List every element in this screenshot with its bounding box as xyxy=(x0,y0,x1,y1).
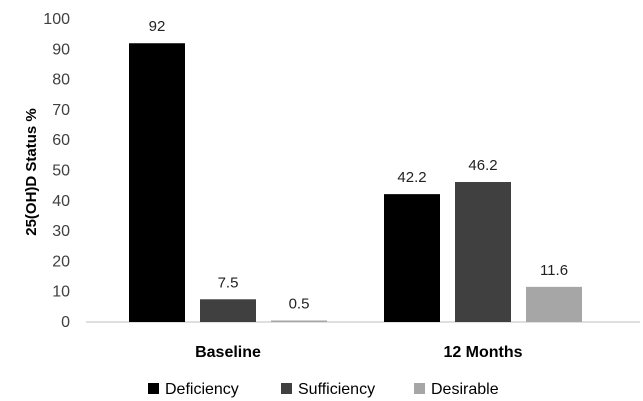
legend-label: Sufficiency xyxy=(298,381,375,398)
bar-deficiency-12-months xyxy=(384,194,440,322)
y-axis-label: 25(OH)D Status % xyxy=(23,108,40,236)
y-tick-label: 30 xyxy=(52,223,70,240)
legend-swatch xyxy=(281,383,292,394)
bar-deficiency-baseline xyxy=(129,43,185,323)
legend-item: Desirable xyxy=(414,381,499,398)
bars xyxy=(129,43,582,323)
category-labels: Baseline 12 Months xyxy=(195,344,523,361)
y-tick-label: 90 xyxy=(52,41,70,58)
y-tick-label: 80 xyxy=(52,72,70,89)
bar-desirable-baseline xyxy=(271,320,327,322)
y-tick-label: 60 xyxy=(52,132,70,149)
legend-label: Deficiency xyxy=(165,381,239,398)
legend-item: Deficiency xyxy=(148,381,239,398)
x-category-label: Baseline xyxy=(195,344,261,361)
legend-label: Desirable xyxy=(431,381,499,398)
y-tick-label: 0 xyxy=(61,314,70,331)
data-label: 46.2 xyxy=(468,157,497,174)
legend-swatch xyxy=(414,383,425,394)
x-category-label: 12 Months xyxy=(443,344,522,361)
data-labels: 92 7.5 0.5 42.2 46.2 11.6 xyxy=(149,18,568,312)
legend-item: Sufficiency xyxy=(281,381,375,398)
y-axis: 0 10 20 30 40 50 60 70 80 90 100 xyxy=(43,11,70,331)
bar-desirable-12-months xyxy=(526,286,582,322)
y-tick-label: 40 xyxy=(52,193,70,210)
data-label: 42.2 xyxy=(397,169,426,186)
y-tick-label: 50 xyxy=(52,163,70,180)
legend: Deficiency Sufficiency Desirable xyxy=(148,381,499,398)
y-tick-label: 20 xyxy=(52,253,70,270)
data-label: 11.6 xyxy=(540,262,568,279)
legend-swatch xyxy=(148,383,159,394)
data-label: 0.5 xyxy=(289,295,310,312)
bar-sufficiency-12-months xyxy=(455,182,511,322)
y-tick-label: 10 xyxy=(52,284,70,301)
y-tick-label: 70 xyxy=(52,102,70,119)
data-label: 7.5 xyxy=(218,274,239,291)
bar-sufficiency-baseline xyxy=(200,299,256,322)
y-tick-label: 100 xyxy=(43,11,70,28)
data-label: 92 xyxy=(149,18,166,35)
